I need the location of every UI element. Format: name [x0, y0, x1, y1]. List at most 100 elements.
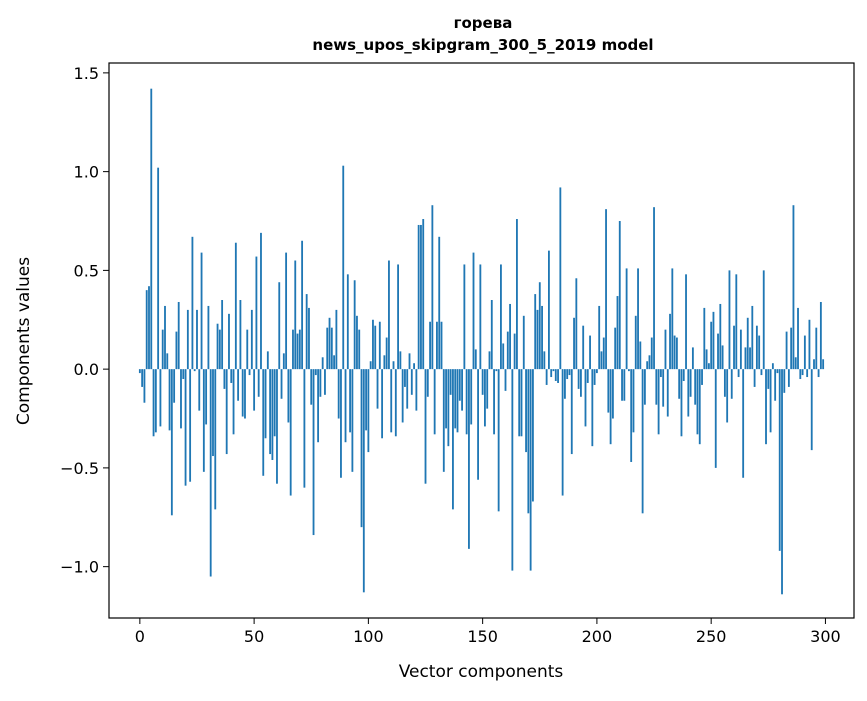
- bar: [205, 369, 208, 425]
- bar: [200, 252, 203, 370]
- bar: [362, 369, 365, 593]
- bar: [607, 369, 610, 413]
- bar: [266, 351, 269, 370]
- bar: [618, 221, 621, 370]
- bar: [422, 219, 425, 370]
- bar: [653, 207, 655, 370]
- bar: [646, 361, 649, 370]
- bar: [310, 369, 313, 405]
- bar: [225, 369, 228, 455]
- bar: [671, 268, 674, 370]
- x-tick-label: 200: [582, 627, 613, 646]
- bar: [504, 369, 507, 391]
- bar: [228, 313, 230, 370]
- bar: [769, 369, 772, 433]
- bar: [490, 300, 493, 370]
- bar: [785, 331, 788, 370]
- bar: [484, 369, 486, 427]
- bar: [710, 321, 713, 370]
- bar: [269, 369, 272, 455]
- bar: [639, 341, 642, 370]
- bar: [822, 359, 825, 370]
- bar: [495, 369, 498, 372]
- bar: [664, 329, 667, 370]
- bar: [177, 301, 180, 370]
- bar: [298, 329, 301, 370]
- bar: [248, 369, 251, 376]
- bar: [308, 307, 310, 370]
- bar: [728, 270, 731, 370]
- bar: [449, 369, 452, 395]
- bar: [326, 327, 329, 370]
- bar: [369, 361, 372, 370]
- bar: [561, 369, 564, 496]
- bar: [207, 305, 210, 370]
- bar: [632, 369, 635, 433]
- bar: [447, 369, 450, 447]
- bar: [264, 369, 267, 439]
- y-tick-label: −0.5: [60, 459, 99, 478]
- bar: [794, 357, 797, 370]
- bar: [767, 369, 770, 389]
- y-axis-ticks: −1.0 −0.5 0.0 0.5 1.0 1.5: [60, 64, 109, 577]
- bar: [625, 268, 628, 370]
- bar: [273, 369, 276, 437]
- bar: [630, 369, 633, 462]
- bar: [271, 369, 274, 460]
- bar: [477, 369, 479, 480]
- bar: [591, 369, 594, 447]
- bar: [463, 264, 466, 370]
- bar: [186, 309, 189, 370]
- bar: [493, 369, 495, 435]
- bar: [305, 294, 308, 370]
- bar: [760, 369, 763, 376]
- bar: [321, 357, 324, 370]
- bar: [776, 369, 779, 374]
- bar: [739, 329, 742, 370]
- bar: [787, 369, 790, 387]
- bar: [602, 337, 605, 370]
- y-tick-label: 1.0: [74, 163, 99, 182]
- bar: [600, 351, 603, 370]
- bar: [150, 88, 153, 370]
- bar: [257, 369, 260, 397]
- bar: [799, 369, 802, 380]
- bar: [755, 325, 758, 370]
- bar: [481, 369, 484, 395]
- bar: [232, 369, 235, 435]
- bar: [374, 325, 377, 370]
- bar: [470, 369, 473, 425]
- bar: [346, 274, 349, 370]
- bar: [701, 369, 703, 385]
- bar: [593, 369, 596, 385]
- bar: [522, 315, 525, 370]
- bar: [589, 335, 591, 370]
- bar: [401, 369, 404, 423]
- bar: [191, 236, 194, 370]
- bar: [388, 260, 390, 370]
- x-axis-ticks: 0 50 100 150 200 250 300: [135, 618, 841, 646]
- bar: [159, 369, 162, 427]
- bar: [577, 369, 580, 389]
- bar: [691, 347, 694, 370]
- bar: [143, 369, 146, 403]
- bar: [431, 205, 434, 370]
- bar: [241, 369, 244, 417]
- bar: [502, 343, 505, 370]
- bar: [566, 369, 569, 380]
- bar: [214, 369, 217, 510]
- bar: [564, 369, 566, 399]
- bar: [744, 347, 747, 370]
- bar: [445, 369, 447, 429]
- bar: [438, 236, 441, 370]
- bar: [694, 369, 697, 405]
- bar: [356, 315, 358, 370]
- bar: [198, 369, 201, 411]
- bar: [278, 282, 281, 370]
- bar: [255, 256, 258, 370]
- bar: [246, 329, 249, 370]
- bar: [342, 165, 345, 370]
- bar: [390, 369, 393, 433]
- bar: [282, 353, 285, 370]
- bar: [296, 333, 299, 370]
